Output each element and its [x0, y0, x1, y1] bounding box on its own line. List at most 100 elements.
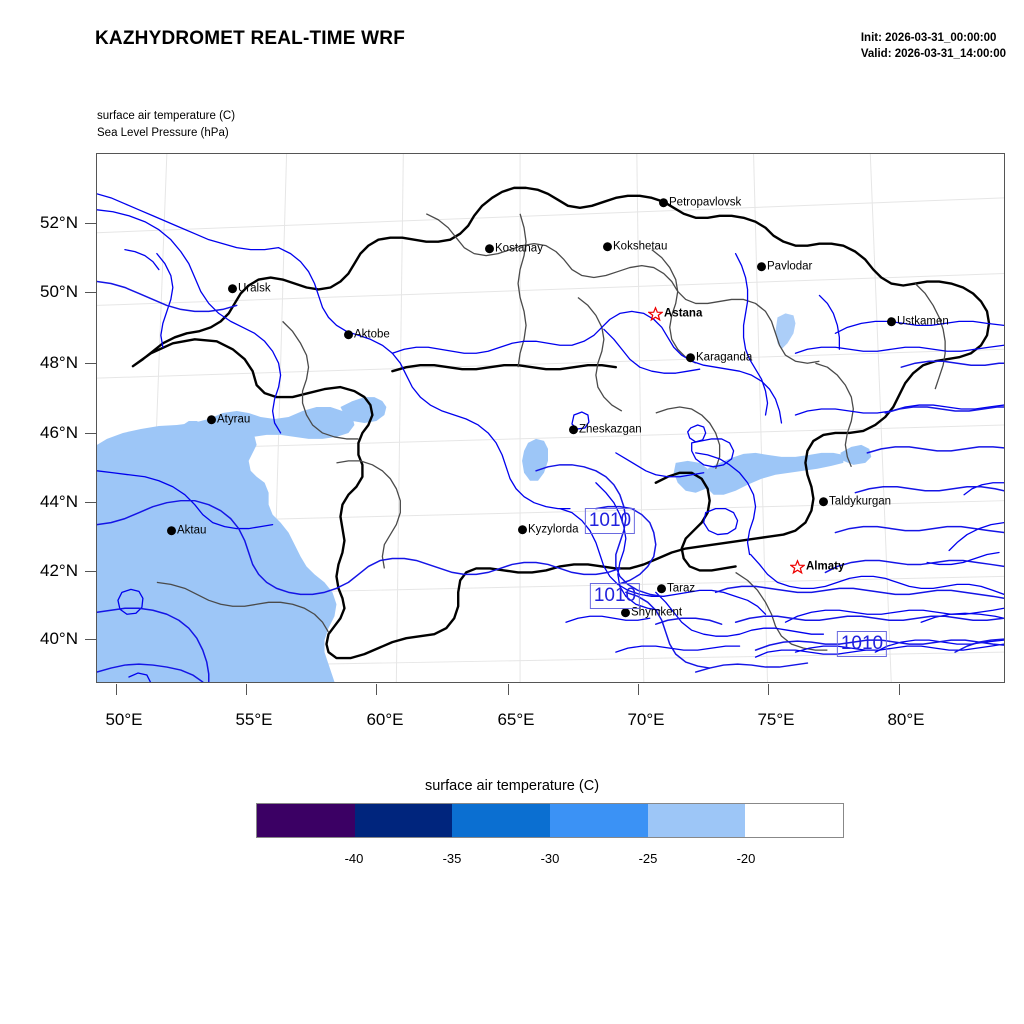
x-tick-mark-75 [768, 684, 769, 695]
city-label: Kokshetau [613, 240, 668, 253]
city-marker-uralsk[interactable]: Uralsk [228, 283, 271, 295]
y-tick-mark-48 [85, 363, 96, 364]
colorbar-title: surface air temperature (C) [424, 778, 600, 794]
colorbar-segment-1 [354, 804, 453, 837]
colorbar-tick-label-minus30: -30 [540, 851, 560, 866]
city-marker-ustkamen[interactable]: Ustkamen [887, 316, 949, 328]
y-tick-label-50: 50°N [40, 282, 78, 301]
city-dot-icon [621, 608, 630, 618]
field-caption-temperature: surface air temperature (C) [97, 110, 236, 122]
x-tick-mark-70 [638, 684, 639, 695]
x-tick-mark-55 [246, 684, 247, 695]
x-tick-label-60: 60°E [366, 710, 404, 729]
x-tick-label-80: 80°E [887, 710, 925, 729]
colorbar-segment-2 [452, 804, 551, 837]
city-marker-taraz[interactable]: Taraz [657, 583, 695, 595]
page-title: KAZHYDROMET REAL-TIME WRF [95, 28, 406, 49]
city-label: Taraz [667, 582, 696, 595]
city-dot-icon [569, 425, 578, 435]
y-tick-label-48: 48°N [40, 353, 78, 372]
city-marker-petropavlovsk[interactable]: Petropavlovsk [659, 197, 741, 209]
city-label: Pavlodar [767, 260, 813, 273]
city-label: Kostanay [495, 242, 543, 255]
colorbar [256, 803, 844, 838]
city-dot-icon [887, 317, 896, 327]
city-dot-icon [659, 198, 668, 208]
field-caption: surface air temperature (C) Sea Level Pr… [97, 108, 235, 141]
field-caption-pressure: Sea Level Pressure (hPa) [97, 126, 229, 139]
city-label: Aktau [177, 524, 207, 537]
city-dot-icon [819, 497, 828, 507]
water-bodies [97, 313, 872, 682]
colorbar-segment-5 [745, 804, 844, 837]
rivers [97, 193, 1004, 682]
x-tick-label-50: 50°E [105, 710, 143, 729]
city-marker-zheskazgan[interactable]: Zheskazgan [569, 424, 642, 436]
city-marker-atyrau[interactable]: Atyrau [207, 414, 250, 426]
city-dot-icon [657, 584, 666, 594]
x-tick-label-55: 55°E [235, 710, 273, 729]
y-tick-mark-44 [85, 502, 96, 503]
map-plot-area[interactable]: Petropavlovsk Kostanay Kokshetau Pavloda… [96, 153, 1005, 683]
city-marker-karaganda[interactable]: Karaganda [686, 352, 752, 364]
y-tick-mark-40 [85, 639, 96, 640]
x-tick-mark-50 [116, 684, 117, 695]
colorbar-tick-label-minus25: -25 [638, 851, 658, 866]
city-dot-icon [344, 330, 353, 340]
city-label: Taldykurgan [829, 495, 892, 508]
y-tick-label-40: 40°N [40, 629, 78, 648]
city-label: Shymkent [631, 606, 683, 619]
y-tick-mark-52 [85, 223, 96, 224]
colorbar-segment-4 [647, 804, 746, 837]
city-dot-icon [485, 244, 494, 254]
city-marker-pavlodar[interactable]: Pavlodar [757, 261, 812, 273]
y-tick-label-52: 52°N [40, 213, 78, 232]
colorbar-segment-3 [550, 804, 648, 837]
y-tick-mark-46 [85, 433, 96, 434]
colorbar-tick-label-minus20: -20 [736, 851, 756, 866]
capital-star-icon [790, 559, 805, 575]
city-dot-icon [167, 526, 176, 536]
city-label: Petropavlovsk [669, 196, 742, 209]
y-tick-mark-42 [85, 571, 96, 572]
city-label: Kyzylorda [528, 523, 579, 536]
pressure-isobars [97, 280, 1004, 682]
y-tick-label-42: 42°N [40, 561, 78, 580]
x-tick-mark-60 [376, 684, 377, 695]
isobar-label-1010-b: 1010 [589, 583, 641, 609]
city-dot-icon [518, 525, 527, 535]
colorbar-tick-label-minus35: -35 [442, 851, 462, 866]
x-tick-label-70: 70°E [627, 710, 665, 729]
colorbar-segment-0 [257, 804, 355, 837]
init-time-label: Init: 2026-03-31_00:00:00 [860, 32, 997, 44]
city-dot-icon [603, 242, 612, 252]
x-tick-label-75: 75°E [757, 710, 795, 729]
city-marker-kyzylorda[interactable]: Kyzylorda [518, 524, 579, 536]
city-marker-shymkent[interactable]: Shymkent [621, 607, 682, 619]
city-dot-icon [686, 353, 695, 363]
city-label: Ustkamen [897, 315, 949, 328]
city-marker-kokshetau[interactable]: Kokshetau [603, 241, 667, 253]
city-label: Atyrau [217, 413, 251, 426]
y-tick-mark-50 [85, 292, 96, 293]
city-label: Aktobe [354, 328, 390, 341]
city-marker-astana[interactable]: Astana [648, 306, 703, 322]
city-label: Astana [664, 307, 703, 320]
city-marker-almaty[interactable]: Almaty [790, 559, 844, 575]
colorbar-tick-label-minus40: -40 [344, 851, 364, 866]
valid-time-label: Valid: 2026-03-31_14:00:00 [860, 47, 1006, 60]
map-canvas [97, 154, 1004, 682]
city-label: Uralsk [238, 282, 271, 295]
city-marker-aktobe[interactable]: Aktobe [344, 329, 390, 341]
x-tick-label-65: 65°E [497, 710, 535, 729]
city-marker-taldykurgan[interactable]: Taldykurgan [819, 496, 891, 508]
city-marker-aktau[interactable]: Aktau [167, 525, 206, 537]
x-tick-mark-80 [899, 684, 900, 695]
isobar-label-1010-a: 1010 [584, 508, 636, 534]
x-tick-mark-65 [508, 684, 509, 695]
city-dot-icon [228, 284, 237, 294]
city-marker-kostanay[interactable]: Kostanay [485, 243, 543, 255]
city-dot-icon [207, 415, 216, 425]
isobar-label-1010-c: 1010 [836, 631, 888, 657]
city-dot-icon [757, 262, 766, 272]
